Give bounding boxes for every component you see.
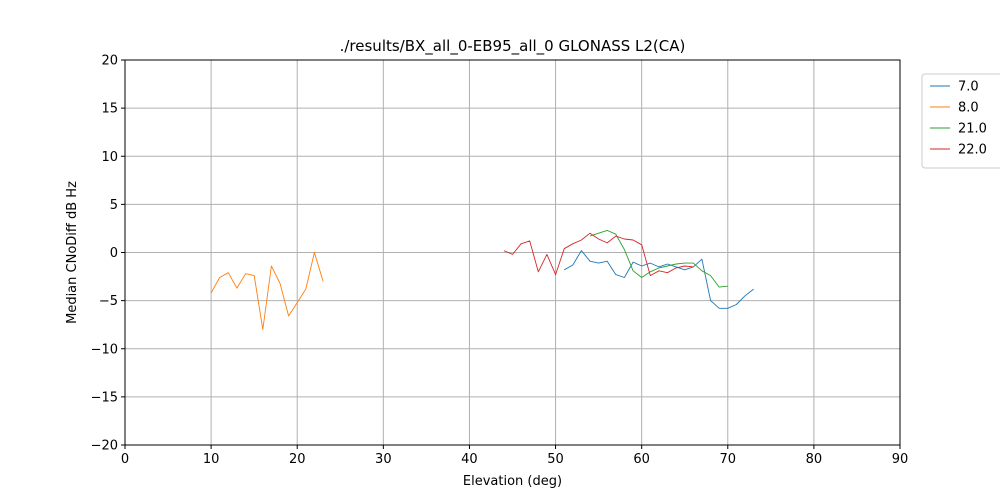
series-layer — [210, 229, 754, 330]
y-tick-label: 10 — [101, 150, 118, 165]
x-tick-label: 50 — [547, 452, 564, 467]
x-tick-label: 20 — [289, 452, 306, 467]
x-tick-label: 40 — [461, 452, 478, 467]
legend-label: 22.0 — [958, 143, 987, 158]
y-tick-label: −15 — [91, 390, 118, 405]
axis-ticks: 0 10 20 30 40 50 60 70 80 90 −20 −15 −10 −5 0 5 10 15 20 — [91, 54, 909, 468]
x-tick-label: 60 — [633, 452, 650, 467]
x-tick-label: 0 — [121, 452, 129, 467]
legend-box — [921, 73, 1000, 169]
y-tick-label: 15 — [101, 102, 118, 117]
x-tick-label: 10 — [203, 452, 220, 467]
series-line-21.0 — [589, 229, 728, 288]
y-tick-label: −20 — [91, 439, 118, 454]
y-tick-label: 5 — [110, 198, 118, 213]
x-tick-label: 90 — [892, 452, 909, 467]
y-tick-label: 20 — [101, 54, 118, 69]
legend-label: 8.0 — [958, 101, 979, 116]
x-tick-label: 30 — [375, 452, 392, 467]
legend: 7.0 8.0 21.0 22.0 — [921, 73, 1000, 169]
y-tick-label: −10 — [91, 342, 118, 357]
x-axis-label: Elevation (deg) — [463, 474, 562, 489]
series-line-8.0 — [210, 252, 324, 330]
legend-label: 7.0 — [958, 80, 979, 95]
chart-title: ./results/BX_all_0-EB95_all_0 GLONASS L2… — [340, 37, 686, 56]
y-axis-label: Median CNoDiff dB Hz — [65, 181, 80, 324]
y-tick-label: 0 — [110, 246, 118, 261]
y-tick-label: −5 — [99, 294, 118, 309]
series-line-22.0 — [503, 232, 694, 277]
legend-label: 21.0 — [958, 122, 987, 137]
x-tick-label: 80 — [806, 452, 823, 467]
x-tick-label: 70 — [720, 452, 737, 467]
series-line-7.0 — [563, 250, 754, 309]
